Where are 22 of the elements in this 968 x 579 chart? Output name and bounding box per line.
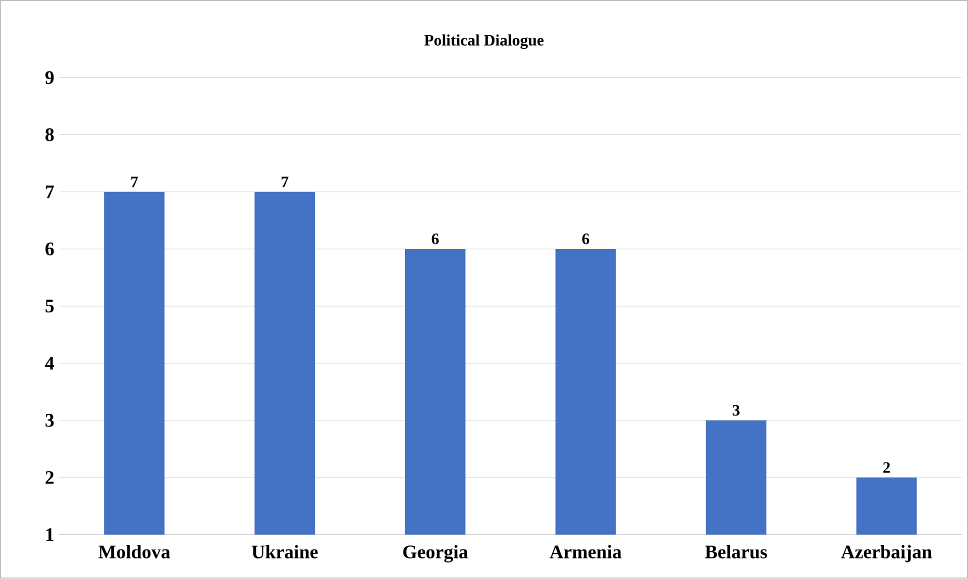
x-tick-label: Armenia: [550, 545, 622, 559]
data-label: 6: [432, 234, 439, 244]
x-tick-label: Ukraine: [252, 545, 318, 559]
y-tick-label: 6: [45, 242, 54, 256]
data-label: 3: [732, 405, 740, 416]
y-tick-label: 8: [45, 128, 54, 142]
chart-title: Political Dialogue: [424, 34, 544, 50]
data-label: 2: [883, 462, 890, 473]
data-label: 7: [131, 176, 138, 188]
data-label: 6: [582, 234, 590, 244]
y-tick-label: 2: [46, 471, 54, 484]
y-tick-label: 5: [46, 300, 54, 313]
x-tick-label: Azerbaijan: [841, 545, 932, 562]
y-tick-label: 1: [46, 528, 54, 542]
y-tick-label: 4: [45, 357, 54, 370]
y-tick-label: 7: [46, 186, 54, 198]
y-tick-label: 3: [46, 414, 54, 427]
x-tick-label: Moldova: [98, 545, 170, 559]
data-label: 7: [282, 176, 288, 188]
x-tick-label: Georgia: [403, 545, 468, 563]
y-tick-label: 9: [45, 71, 54, 84]
x-tick-label: Belarus: [705, 545, 767, 559]
